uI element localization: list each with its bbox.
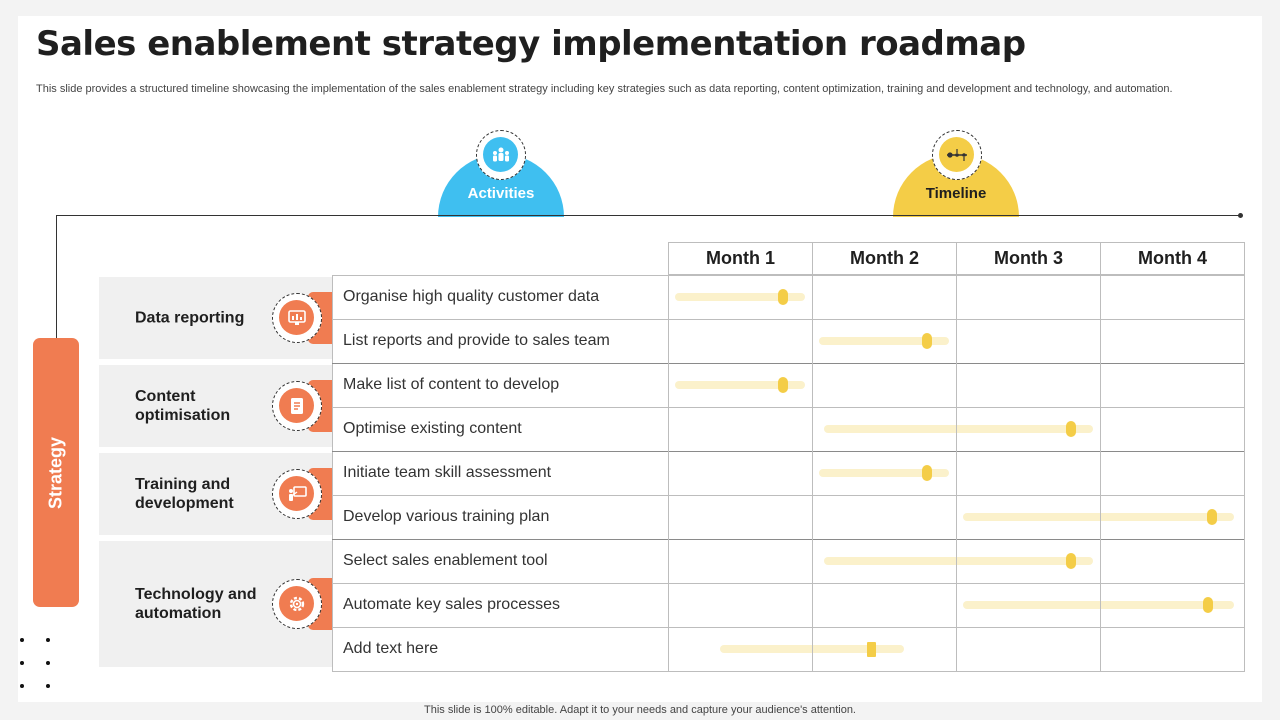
header-rule (56, 215, 1242, 216)
timeline-bar (719, 642, 905, 657)
page-title: Sales enablement strategy implementation… (36, 24, 1026, 64)
month-header: Month 4 (1100, 242, 1245, 275)
strategy-label-data-reporting: Data reporting (135, 309, 245, 327)
activity-row: Automate key sales processes (332, 583, 1244, 628)
timeline-marker[interactable] (778, 377, 789, 393)
strategy-row-data-reporting: Data reporting (99, 277, 332, 359)
activity-label: Add text here (343, 640, 439, 657)
document-icon (272, 381, 322, 431)
grid-left-border (332, 275, 333, 672)
activity-row: Add text here (332, 627, 1244, 672)
timeline-bar (823, 553, 1093, 569)
activity-label: Develop various training plan (343, 508, 550, 525)
gear-icon (272, 579, 322, 629)
team-icon (476, 130, 526, 180)
activity-label: Organise high quality customer data (343, 288, 600, 305)
activity-label: Initiate team skill assessment (343, 464, 552, 481)
strategy-connector (56, 215, 57, 340)
activity-row: Initiate team skill assessment (332, 451, 1244, 496)
month-header: Month 2 (812, 242, 957, 275)
strategy-label: Strategy (45, 436, 66, 509)
strategy-label-technology: Technology and automation (135, 586, 257, 622)
page-subtitle: This slide provides a structured timelin… (36, 83, 1173, 95)
activity-label: Select sales enablement tool (343, 552, 548, 569)
month-header: Month 1 (668, 242, 813, 275)
strategy-label-training: Training and development (135, 476, 234, 512)
timeline-marker[interactable] (922, 333, 933, 349)
month-header: Month 3 (956, 242, 1101, 275)
timeline-marker[interactable] (867, 642, 877, 657)
grid-top-border (332, 275, 1244, 276)
activity-row: Select sales enablement tool (332, 539, 1244, 584)
timeline-bar (675, 377, 805, 393)
timeline-marker[interactable] (1207, 509, 1218, 525)
header-rule-endpoint (1238, 213, 1243, 218)
strategy-row-training: Training and development (99, 453, 332, 535)
timeline-marker[interactable] (1066, 421, 1077, 437)
timeline-label: Timeline (925, 185, 987, 202)
activity-row: List reports and provide to sales team (332, 319, 1244, 364)
grid-column-line (1100, 275, 1101, 672)
timeline-marker[interactable] (1066, 553, 1077, 569)
activity-label: List reports and provide to sales team (343, 332, 610, 349)
activity-row: Make list of content to develop (332, 363, 1244, 408)
timeline-marker[interactable] (922, 465, 933, 481)
presentation-icon (272, 469, 322, 519)
timeline-bar (675, 289, 805, 305)
activity-label: Optimise existing content (343, 420, 522, 437)
activity-row: Organise high quality customer data (332, 275, 1244, 320)
timeline-bar (963, 509, 1234, 525)
timeline-bar (819, 465, 949, 481)
strategy-row-technology: Technology and automation (99, 541, 332, 667)
timeline-marker[interactable] (1202, 597, 1213, 613)
grid-column-line (812, 275, 813, 672)
activity-row: Optimise existing content (332, 407, 1244, 452)
strategy-row-content-optimisation: Content optimisation (99, 365, 332, 447)
activities-label: Activities (467, 185, 535, 202)
activity-label: Automate key sales processes (343, 596, 560, 613)
activity-label: Make list of content to develop (343, 376, 560, 393)
timeline-bar (963, 597, 1234, 613)
timeline-icon (932, 130, 982, 180)
grid-column-line (668, 275, 669, 672)
timeline-bar (823, 421, 1093, 437)
report-icon (272, 293, 322, 343)
grid-column-line (1244, 275, 1245, 672)
timeline-marker[interactable] (778, 289, 789, 305)
activity-row: Develop various training plan (332, 495, 1244, 540)
grid-column-line (956, 275, 957, 672)
strategy-label-content-optimisation: Content optimisation (135, 388, 231, 424)
timeline-bar (819, 333, 949, 349)
strategy-bar: Strategy (33, 338, 79, 607)
footer-note: This slide is 100% editable. Adapt it to… (424, 704, 856, 716)
